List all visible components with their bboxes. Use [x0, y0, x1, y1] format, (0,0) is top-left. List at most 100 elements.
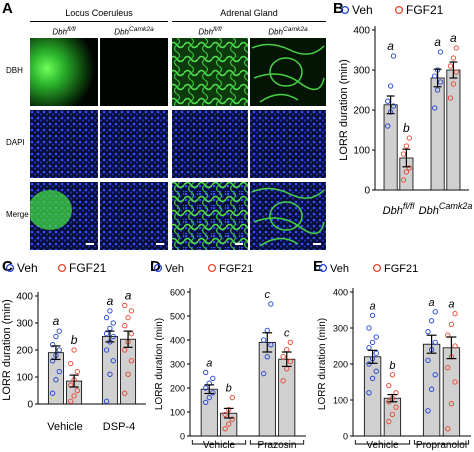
data-point	[107, 325, 113, 332]
y-tick-label: 100	[170, 408, 185, 418]
data-point	[448, 321, 455, 328]
y-tick-label: 600	[170, 288, 185, 298]
data-point	[425, 408, 431, 414]
legend-label-fgf21: FGF21	[69, 261, 107, 275]
data-point	[128, 358, 135, 364]
y-tick-label: 200	[170, 384, 185, 394]
significance-letter: a	[125, 288, 132, 302]
group-label: Vehicle	[47, 421, 82, 433]
legend-label-veh: Veh	[330, 263, 349, 275]
data-point	[68, 398, 74, 404]
data-point	[122, 390, 128, 396]
chart-b: Veh FGF21 0 100 200 300 400 LORR duration (min)…	[338, 3, 473, 217]
data-point	[68, 360, 74, 367]
data-point	[122, 323, 128, 329]
legend-label-fgf21: FGF21	[219, 263, 253, 275]
data-point	[453, 69, 459, 75]
data-point	[389, 372, 396, 378]
data-point	[49, 341, 56, 348]
data-point	[452, 379, 458, 385]
data-point	[53, 377, 59, 383]
y-tick-label: 500	[170, 312, 185, 322]
legend-marker-fgf21	[57, 263, 67, 273]
significance-letter: b	[71, 333, 78, 347]
group-label: Prazosin	[258, 440, 297, 451]
data-point	[387, 83, 394, 89]
data-point	[49, 358, 56, 364]
data-point	[450, 81, 457, 87]
legend-label-fgf21: FGF21	[406, 3, 444, 17]
data-point	[406, 135, 412, 141]
data-point	[385, 98, 391, 104]
y-tick-label: 0	[180, 432, 185, 442]
y-axis-label: LORR duration (min)	[317, 318, 328, 410]
data-point	[373, 368, 379, 374]
data-point	[437, 79, 444, 85]
data-point	[71, 393, 77, 399]
group-bracket	[413, 440, 470, 445]
significance-letter: a	[450, 31, 457, 45]
data-point	[432, 105, 438, 111]
data-point	[452, 343, 458, 349]
bar-veh	[430, 77, 445, 191]
data-point	[203, 385, 209, 391]
data-point	[432, 372, 438, 378]
data-point	[125, 371, 131, 377]
image-merge-lc-camk2a	[100, 182, 168, 250]
data-point	[210, 390, 216, 396]
chart-d: Veh FGF21 0 100 200 300 400 500 600 LORR duration…	[153, 263, 306, 451]
row-label-dbh: DBH	[6, 66, 23, 75]
group-underline-lc	[30, 21, 168, 22]
group-label: Vehicle	[203, 440, 236, 451]
data-point	[74, 368, 81, 375]
image-merge-adrenal-flfl	[172, 182, 248, 250]
y-axis-label: LORR duration (min)	[338, 59, 350, 160]
y-tick-label: 0	[364, 186, 370, 197]
data-point	[445, 426, 451, 432]
data-point	[107, 371, 113, 377]
data-point	[369, 375, 376, 382]
data-point	[49, 390, 56, 396]
y-tick-label: 100	[16, 373, 33, 384]
group-bracket	[191, 440, 247, 445]
legend-marker-veh	[318, 263, 328, 273]
data-point	[53, 333, 59, 340]
data-point	[373, 334, 379, 340]
data-point	[403, 169, 410, 175]
legend-marker-veh	[5, 263, 15, 273]
group-title-locus-coeruleus: Locus Coeruleus	[65, 8, 133, 18]
data-point	[386, 382, 392, 389]
image-dapi-adrenal-camk2a	[250, 110, 326, 178]
y-tick-label: 400	[16, 292, 33, 303]
group-label: Vehicle	[366, 440, 399, 451]
bar-veh	[101, 336, 118, 405]
data-point	[366, 361, 372, 367]
bar-veh	[200, 388, 218, 437]
bar-veh	[383, 104, 398, 191]
data-point	[203, 399, 209, 406]
data-point	[128, 331, 135, 337]
legend-label-veh: Veh	[165, 263, 184, 275]
data-point	[206, 394, 212, 401]
group-bracket	[249, 440, 305, 445]
significance-letter: a	[53, 314, 60, 328]
data-point	[373, 350, 379, 356]
row-label-merge: Merge	[6, 210, 29, 219]
genotype-label-lc-camk2a: DbhCamk2a	[114, 26, 154, 37]
group-label: DbhCamk2a	[419, 201, 473, 217]
significance-letter: a	[370, 300, 376, 312]
genotype-label-adrenal-camk2a: DbhCamk2a	[268, 26, 308, 37]
legend-marker-fgf21	[394, 5, 404, 15]
y-tick-label: 400	[353, 26, 370, 37]
data-point	[280, 378, 286, 384]
legend-marker-veh	[153, 263, 163, 273]
group-underline-adrenal	[172, 21, 326, 22]
significance-letter: b	[403, 121, 410, 135]
data-point	[287, 339, 293, 346]
data-point	[434, 87, 441, 93]
y-axis-label: LORR duration (min)	[154, 318, 165, 410]
bar-fgf21	[383, 397, 402, 437]
genotype-label-adrenal-flfl: Dbhfl/fl	[198, 26, 222, 37]
legend-label-veh: Veh	[17, 261, 38, 275]
